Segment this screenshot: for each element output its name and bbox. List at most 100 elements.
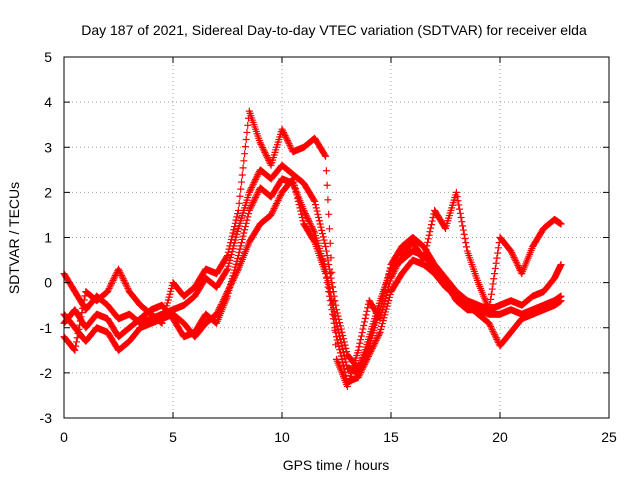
- data-point: [285, 140, 293, 148]
- data-point: [234, 210, 242, 218]
- data-point: [111, 272, 119, 280]
- data-point: [226, 242, 234, 250]
- data-point: [487, 295, 495, 303]
- data-point: [333, 336, 341, 344]
- data-point: [273, 198, 281, 206]
- data-point: [369, 343, 377, 351]
- data-point: [491, 332, 499, 340]
- data-point: [320, 236, 328, 244]
- data-point: [368, 344, 376, 352]
- data-point: [510, 253, 518, 261]
- data-point: [336, 346, 344, 354]
- data-point: [236, 192, 244, 200]
- data-point: [425, 231, 433, 239]
- data-point: [340, 351, 348, 359]
- data-point: [458, 218, 466, 226]
- data-point: [358, 329, 366, 337]
- data-point: [312, 204, 320, 212]
- data-point: [494, 244, 502, 252]
- data-point: [303, 213, 311, 221]
- data-point: [336, 349, 344, 357]
- data-point: [370, 341, 378, 349]
- data-point: [224, 252, 231, 260]
- data-point: [224, 248, 232, 256]
- data-point: [441, 223, 449, 231]
- data-point: [232, 216, 240, 224]
- data-point: [327, 292, 335, 300]
- data-point: [375, 331, 383, 339]
- data-point: [489, 280, 497, 288]
- data-point: [492, 334, 500, 342]
- data-point: [243, 128, 251, 136]
- data-point: [79, 304, 87, 312]
- y-tick-label: -3: [40, 410, 53, 426]
- data-point: [485, 319, 493, 327]
- data-point: [301, 208, 309, 216]
- data-point: [123, 283, 131, 291]
- data-point: [429, 214, 437, 222]
- x-tick-label: 20: [492, 429, 508, 445]
- data-point: [488, 326, 496, 334]
- data-point: [333, 333, 340, 341]
- data-point: [323, 181, 331, 189]
- data-point: [304, 214, 312, 222]
- y-tick-label: 2: [44, 184, 52, 200]
- data-point: [106, 283, 114, 291]
- data-point: [238, 235, 246, 243]
- data-point: [305, 218, 313, 226]
- y-tick-label: -2: [40, 365, 53, 381]
- data-point: [375, 330, 383, 338]
- data-point: [557, 292, 565, 300]
- data-point: [228, 232, 236, 240]
- y-axis-label: SDTVAR / TECUs: [6, 182, 22, 294]
- data-point: [249, 180, 257, 188]
- data-point: [368, 346, 376, 354]
- data-point: [80, 296, 88, 304]
- data-point: [328, 268, 336, 276]
- data-point: [341, 341, 349, 349]
- data-point: [252, 194, 260, 202]
- data-point: [453, 193, 461, 201]
- data-point: [327, 254, 335, 262]
- data-point: [361, 314, 369, 322]
- data-point: [71, 346, 79, 354]
- data-point: [372, 336, 380, 344]
- data-point: [280, 128, 288, 136]
- data-point: [332, 341, 340, 349]
- data-point: [241, 143, 249, 151]
- data-point: [325, 288, 333, 296]
- data-point: [110, 275, 118, 283]
- data-point: [338, 342, 346, 350]
- data-point: [325, 210, 333, 218]
- data-point: [259, 144, 267, 152]
- data-point: [266, 160, 274, 168]
- data-point: [367, 348, 375, 356]
- data-point: [318, 230, 326, 238]
- data-point: [253, 190, 261, 198]
- data-point: [237, 185, 245, 193]
- data-point: [491, 270, 499, 278]
- data-point: [249, 198, 257, 206]
- data-point: [362, 357, 370, 365]
- data-point: [459, 226, 467, 234]
- data-point: [427, 224, 435, 232]
- x-tick-label: 15: [383, 429, 399, 445]
- data-point: [308, 224, 316, 232]
- data-point: [248, 200, 256, 208]
- data-point: [557, 220, 565, 228]
- data-point: [490, 275, 498, 283]
- data-point: [325, 284, 333, 292]
- data-point: [486, 321, 494, 329]
- data-point: [299, 217, 307, 225]
- data-point: [298, 214, 306, 222]
- data-point: [489, 327, 497, 335]
- data-point: [108, 278, 116, 286]
- data-point: [360, 321, 368, 329]
- data-point: [302, 211, 310, 219]
- data-point: [313, 207, 321, 215]
- data-point: [250, 197, 258, 205]
- data-point: [364, 352, 372, 360]
- data-point: [513, 260, 521, 268]
- data-point: [116, 268, 124, 276]
- data-point: [118, 272, 126, 280]
